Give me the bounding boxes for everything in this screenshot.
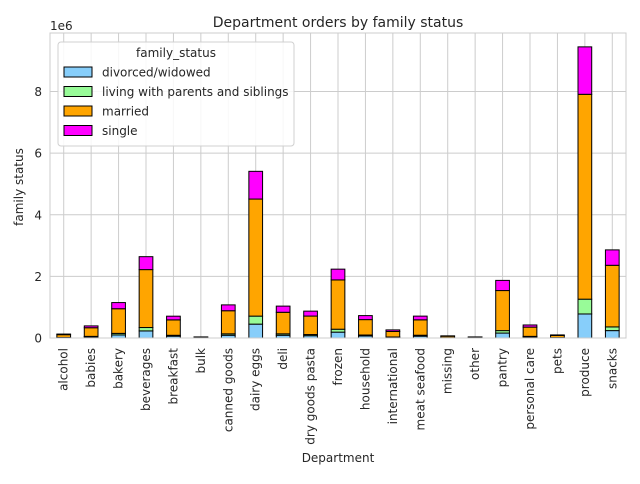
bar-segment [523, 325, 537, 327]
bar-segment [221, 305, 235, 311]
x-tick-label: canned goods [221, 348, 235, 432]
x-tick-label: deli [276, 348, 290, 370]
bar-segment [57, 334, 71, 335]
legend-swatch [64, 67, 92, 77]
x-tick-label: babies [84, 348, 98, 388]
bar-segment [359, 320, 373, 335]
bar-segment [331, 269, 345, 280]
bar-segment [167, 316, 181, 320]
x-axis-label: Department [302, 451, 375, 465]
y-scale-label: 1e6 [50, 19, 73, 33]
x-tick-label: beverages [139, 348, 153, 411]
x-tick-label: breakfast [166, 348, 180, 405]
bar-segment [249, 316, 263, 324]
bar-segment [386, 330, 400, 332]
x-tick-label: international [386, 348, 400, 424]
bar-segment [276, 312, 290, 334]
bar-segment [139, 270, 153, 328]
x-tick-label: dairy eggs [249, 348, 263, 411]
bar-segment [331, 332, 345, 338]
x-tick-label: other [468, 348, 482, 380]
x-tick-label: snacks [605, 348, 619, 389]
chart-title: Department orders by family status [213, 15, 464, 31]
bar-segment [84, 328, 98, 337]
bar-segment [304, 311, 318, 316]
bar-segment [523, 327, 537, 336]
legend-label: single [102, 124, 138, 138]
y-tick-label: 4 [34, 208, 42, 222]
y-tick-label: 0 [34, 332, 42, 346]
x-tick-label: bulk [194, 348, 208, 374]
x-tick-label: pets [550, 348, 564, 374]
bar-segment [578, 94, 592, 299]
x-tick-label: bakery [112, 348, 126, 389]
legend-swatch [64, 87, 92, 97]
bar-segment [359, 316, 373, 320]
x-tick-label: meat seafood [413, 348, 427, 430]
x-tick-label: household [358, 348, 372, 410]
y-axis-label: family status [12, 148, 26, 226]
bar-segment [112, 309, 126, 334]
y-tick-label: 8 [34, 85, 42, 99]
legend-label: married [102, 105, 149, 119]
x-tick-label: dry goods pasta [304, 348, 318, 445]
bar-segment [304, 316, 318, 334]
bar-segment [605, 331, 619, 338]
bar-segment [249, 324, 263, 338]
y-tick-label: 2 [34, 270, 42, 284]
bar-segment [249, 199, 263, 316]
bar-segment [605, 265, 619, 327]
x-tick-label: personal care [523, 348, 537, 430]
bar-segment [84, 326, 98, 328]
bar-segment [413, 320, 427, 335]
x-tick-label: missing [441, 348, 455, 394]
bar-segment [578, 299, 592, 314]
x-tick-label: alcohol [57, 348, 71, 391]
bar-segment [551, 335, 565, 336]
bar-segment [331, 280, 345, 329]
x-tick-label: frozen [331, 348, 345, 386]
bar-segment [413, 316, 427, 320]
bar-segment [496, 333, 510, 338]
bar-segment [139, 328, 153, 331]
x-tick-label: pantry [496, 348, 510, 387]
bar-segment [139, 331, 153, 338]
legend-label: divorced/widowed [102, 66, 211, 80]
bar-segment [167, 320, 181, 335]
x-tick-label: produce [578, 348, 592, 397]
legend: family_status divorced/widowed living with… [58, 42, 294, 146]
bar-segment [496, 280, 510, 290]
bar-segment [605, 250, 619, 265]
bar-segment [221, 311, 235, 334]
bar-segment [386, 331, 400, 337]
bar-segment [605, 327, 619, 331]
y-tick-label: 6 [34, 147, 42, 161]
bar-segment [139, 257, 153, 270]
bar-segment [276, 306, 290, 312]
bar-segment [578, 314, 592, 338]
legend-swatch [64, 106, 92, 116]
bar-segment [496, 291, 510, 331]
bar-segment [112, 303, 126, 309]
legend-swatch [64, 126, 92, 136]
legend-label: living with parents and siblings [102, 85, 289, 99]
bar-segment [578, 47, 592, 94]
legend-title: family_status [136, 46, 216, 60]
bar-segment [249, 171, 263, 199]
